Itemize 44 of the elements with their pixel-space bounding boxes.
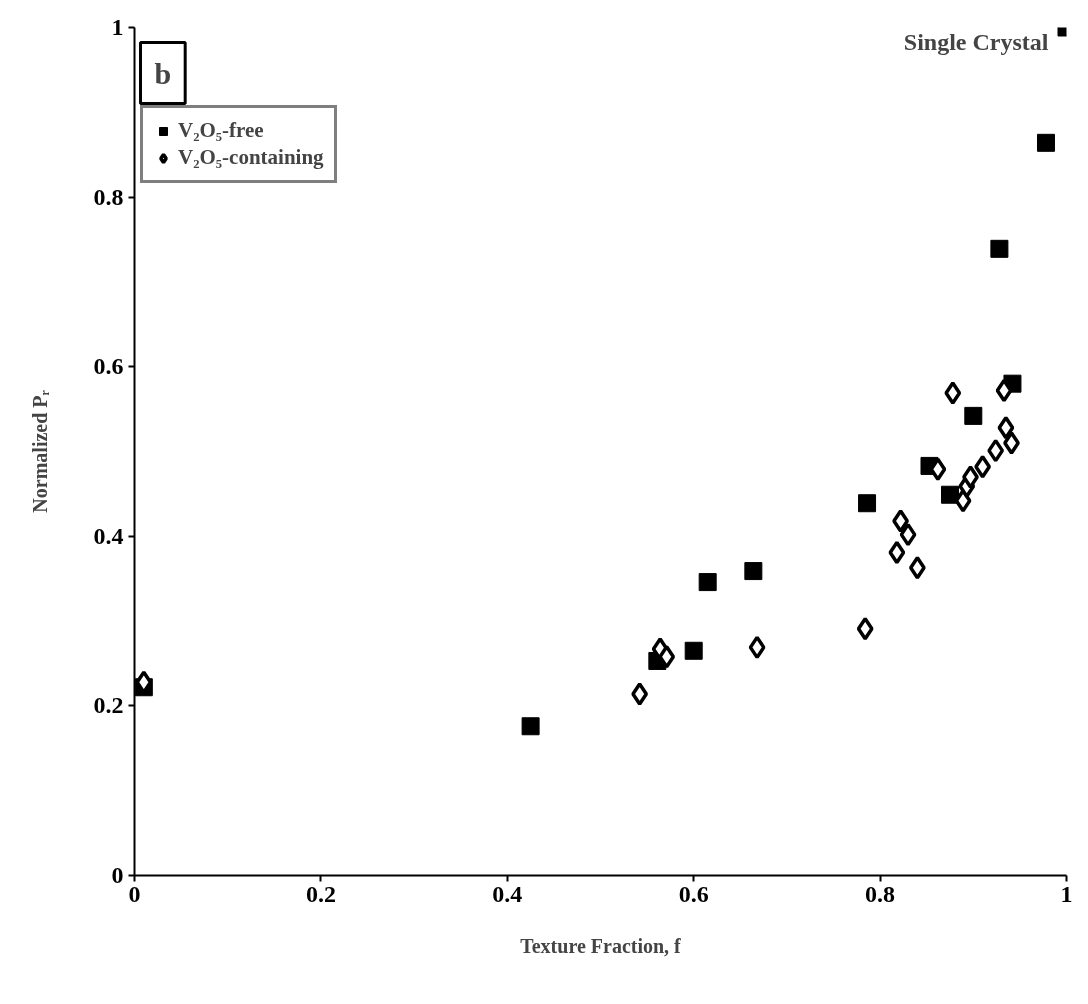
y-axis-title: Normalized Pᵣ bbox=[28, 390, 51, 513]
x-tick-label: 1 bbox=[1060, 880, 1073, 907]
y-tick-label: 0.2 bbox=[93, 692, 124, 719]
point bbox=[954, 488, 972, 513]
point bbox=[684, 641, 703, 660]
point bbox=[631, 682, 649, 706]
point bbox=[1037, 133, 1055, 152]
x-tick-label: 0.2 bbox=[305, 880, 336, 907]
point bbox=[908, 555, 926, 580]
point bbox=[892, 509, 910, 533]
point bbox=[964, 406, 983, 425]
point bbox=[899, 522, 917, 547]
annotation: b bbox=[154, 56, 172, 90]
y-tick-label: 0 bbox=[111, 862, 124, 888]
point bbox=[698, 573, 717, 592]
point bbox=[888, 540, 906, 565]
point bbox=[974, 455, 992, 479]
point bbox=[1003, 431, 1020, 455]
legend-label: V₂O₅-free bbox=[178, 118, 264, 143]
x-tick-label: 0.8 bbox=[865, 880, 896, 907]
point bbox=[929, 457, 947, 482]
x-tick-label: 0.4 bbox=[492, 880, 523, 907]
point bbox=[858, 494, 877, 513]
point bbox=[856, 616, 874, 641]
point bbox=[962, 465, 979, 489]
point bbox=[658, 644, 676, 669]
legend-label: V₂O₅-containing bbox=[178, 145, 324, 170]
point bbox=[748, 635, 766, 660]
point bbox=[995, 378, 1013, 403]
point bbox=[987, 438, 1005, 463]
point bbox=[990, 239, 1009, 258]
x-tick-label: 0 bbox=[128, 880, 141, 907]
y-tick-label: 0.8 bbox=[93, 183, 124, 210]
y-tick-label: 0.6 bbox=[93, 353, 124, 380]
annotation: Single Crystal bbox=[903, 28, 1049, 55]
point bbox=[744, 562, 763, 581]
point bbox=[941, 485, 959, 504]
y-tick-label: 1 bbox=[111, 14, 124, 40]
y-tick-label: 0.4 bbox=[93, 522, 124, 549]
point bbox=[997, 416, 1015, 440]
point bbox=[521, 717, 540, 736]
point bbox=[944, 381, 962, 405]
x-tick-label: 0.6 bbox=[678, 880, 709, 907]
x-axis-title: Texture Fraction, f bbox=[520, 934, 682, 957]
